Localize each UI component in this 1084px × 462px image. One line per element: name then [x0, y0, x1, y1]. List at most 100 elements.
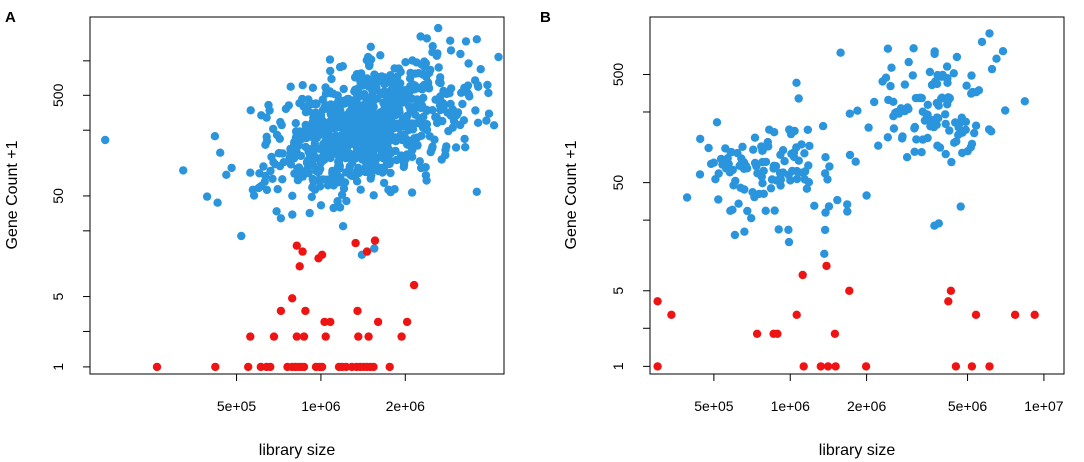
- panel-a-point-blue: [327, 74, 336, 84]
- panel-a-point-blue: [369, 191, 378, 200]
- panel-a-point-blue: [403, 118, 413, 128]
- panel-b-point-blue: [934, 219, 943, 228]
- panel-a-point-blue: [288, 191, 297, 200]
- panel-b-point-blue: [942, 62, 952, 71]
- panel-b-point-blue: [792, 78, 801, 88]
- panel-a-point-blue: [291, 119, 300, 128]
- panel-a-point-blue: [262, 113, 271, 122]
- panel-a-point-blue: [272, 130, 282, 140]
- panel-a-y-tick-label: 50: [50, 188, 66, 204]
- panel-a-point-blue: [390, 64, 399, 73]
- panel-b-point-blue: [823, 175, 832, 184]
- panel-a-point-blue: [448, 123, 457, 132]
- panel-a-point-red: [402, 317, 412, 327]
- panel-b-point-blue: [870, 97, 879, 107]
- panel-b-point-blue: [704, 143, 713, 153]
- panel-a-point-blue: [379, 178, 389, 188]
- panel-b-point-blue: [770, 206, 779, 215]
- panel-a-point-blue: [379, 154, 388, 163]
- panel-b-point-blue: [902, 153, 912, 162]
- panel-b-point-blue: [932, 120, 941, 129]
- panel-b-point-blue: [821, 153, 830, 162]
- panel-a-point-blue: [262, 136, 272, 146]
- panel-a-point-red: [298, 247, 307, 256]
- panel-a-point-red: [320, 317, 329, 327]
- panel-b-point-blue: [758, 179, 767, 188]
- panel-b-point-blue: [956, 202, 965, 211]
- panel-b-point-red: [845, 286, 854, 295]
- panel-b-point-blue: [970, 128, 979, 138]
- panel-b-point-blue: [836, 48, 845, 57]
- panel-a-point-blue: [272, 207, 281, 216]
- panel-b-point-blue: [730, 230, 740, 240]
- panel-a-point-red: [246, 332, 255, 341]
- panel-a-point-blue: [446, 84, 456, 93]
- panel-a-point-blue: [345, 162, 354, 171]
- panel-b-point-red: [831, 362, 840, 371]
- panel-a-point-blue: [308, 83, 318, 93]
- panel-b-point-blue: [766, 184, 776, 193]
- panel-a-point-blue: [426, 65, 435, 75]
- panel-b-point-blue: [941, 110, 950, 119]
- panel-b-point-blue: [918, 135, 928, 144]
- panel-a-point-blue: [380, 111, 390, 121]
- panel-a-point-red: [385, 362, 394, 372]
- panel-a-point-blue: [421, 171, 431, 180]
- panel-a-point-blue: [316, 112, 326, 121]
- panel-b-point-blue: [731, 176, 740, 186]
- panel-b-point-blue: [883, 133, 892, 142]
- panel-a-point-blue: [408, 56, 417, 65]
- panel-b-point-blue: [922, 110, 931, 119]
- panel-b-label: B: [540, 9, 551, 26]
- panel-b-point-blue: [780, 157, 789, 166]
- panel-b-point-blue: [932, 79, 942, 89]
- panel-a-point-blue: [325, 179, 334, 188]
- panel-b-point-blue: [937, 72, 946, 81]
- panel-b-x-tick-label: 5e+05: [694, 398, 734, 414]
- panel-a-point-blue: [443, 108, 452, 117]
- panel-b-point-blue: [695, 170, 705, 179]
- panel-a-point-blue: [298, 94, 307, 104]
- panel-a-point-red: [321, 332, 330, 341]
- panel-a-y-axis: 1 5 50 500: [50, 60, 90, 371]
- panel-a-point-red: [152, 362, 162, 372]
- panel-a-point-blue: [362, 74, 372, 83]
- panel-b-point-blue: [851, 157, 860, 166]
- panel-b-point-blue: [728, 165, 737, 175]
- panel-a-point-red: [317, 250, 327, 259]
- panel-b-point-blue: [740, 227, 749, 236]
- panel-a-point-blue: [391, 146, 400, 156]
- panel-b-point-blue: [987, 127, 996, 136]
- panel-b-point-blue: [802, 184, 812, 193]
- panel-b-x-tick-label: 1e+06: [771, 398, 811, 414]
- panel-a-point-blue: [365, 59, 374, 69]
- panel-b-point-blue: [800, 175, 809, 184]
- panel-b-point-blue: [966, 143, 975, 152]
- panel-a-point-blue: [376, 124, 385, 134]
- panel-b-point-red: [773, 329, 782, 338]
- panel-a-point-blue: [213, 198, 222, 207]
- panel-a-point-blue: [463, 81, 473, 90]
- panel-a-point-blue: [339, 128, 348, 137]
- panel-a-point-blue: [393, 103, 402, 113]
- panel-b-point-red: [985, 362, 994, 371]
- panel-b-point-blue: [775, 175, 784, 184]
- panel-a-point-blue: [338, 222, 348, 231]
- panel-a-point-blue: [335, 62, 345, 72]
- panel-b-point-red: [798, 270, 807, 280]
- panel-a-point-blue: [326, 66, 335, 76]
- panel-a-point-blue: [298, 169, 307, 179]
- panel-b-point-blue: [743, 164, 752, 173]
- panel-a-point-blue: [415, 157, 424, 166]
- panel-a: A 5e+05 1e+06 2e+06 1 5 50 500 library size G…: [4, 9, 505, 459]
- panel-a-point-blue: [366, 42, 375, 51]
- panel-b-point-blue: [723, 154, 732, 163]
- panel-b-point-blue: [992, 54, 1001, 63]
- panel-a-point-red: [317, 362, 327, 372]
- panel-b-y-axis-title: Gene Count +1: [563, 140, 580, 249]
- panel-a-point-blue: [473, 81, 482, 90]
- panel-a-point-red: [362, 247, 372, 256]
- panel-b-point-blue: [845, 109, 854, 118]
- panel-b-point-blue: [941, 149, 950, 159]
